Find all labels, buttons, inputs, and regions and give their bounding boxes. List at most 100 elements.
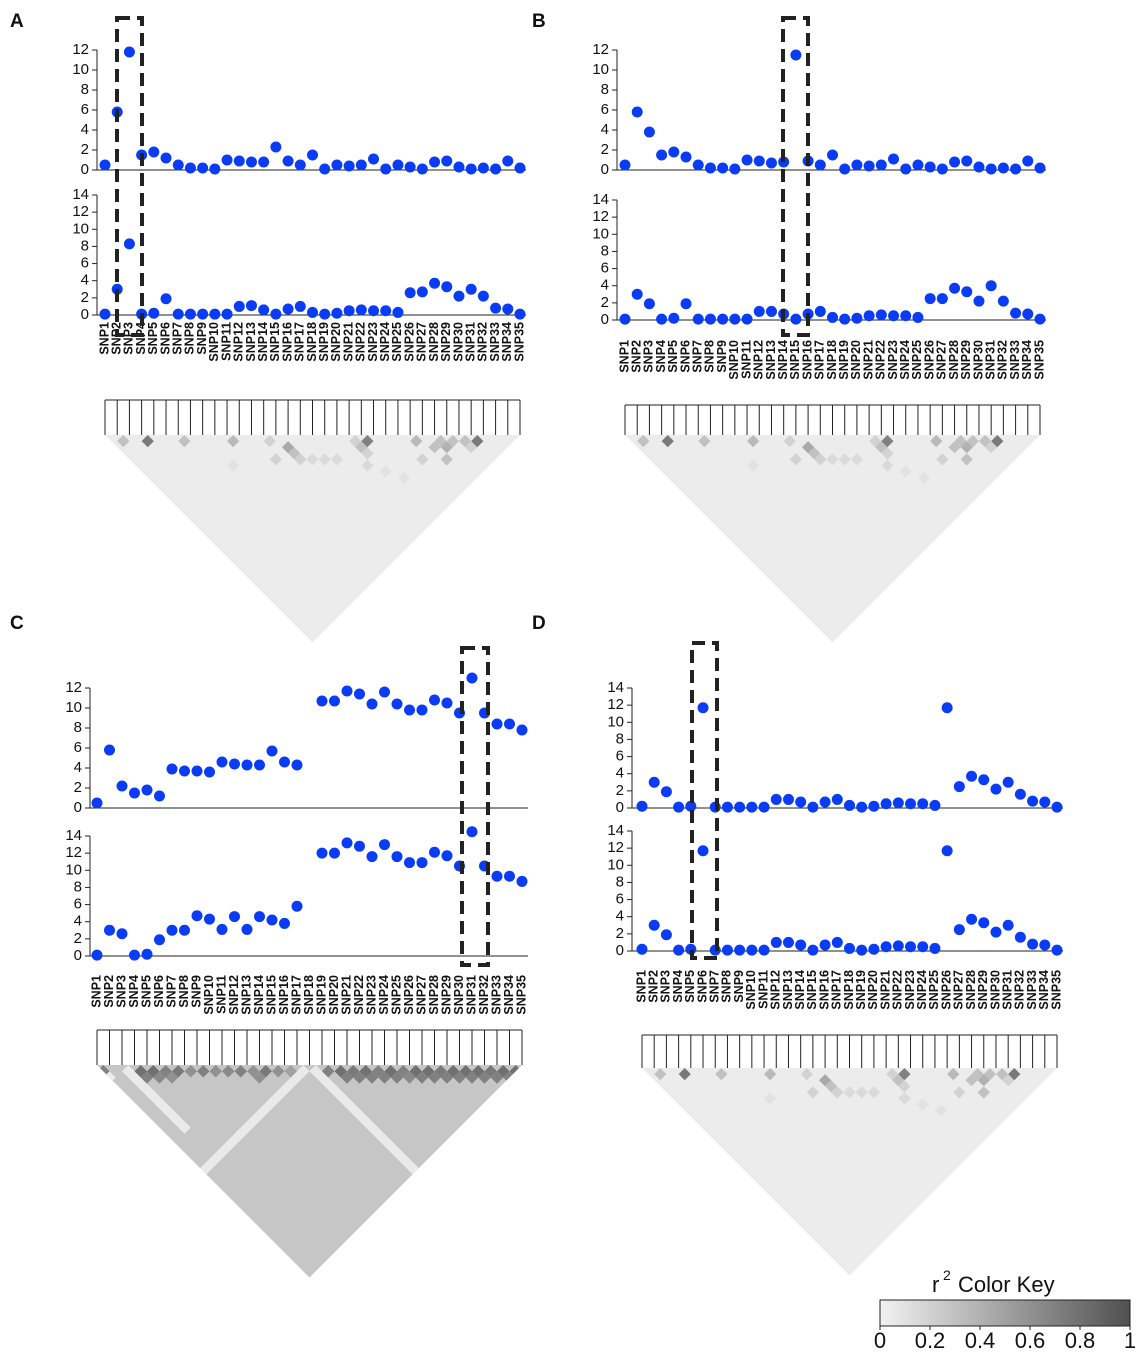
key-tick-label: 0.8 (1065, 1328, 1096, 1352)
y-tick-label: 0 (616, 799, 624, 816)
snp-label: SNP15 (788, 340, 802, 380)
snp-point (354, 840, 365, 852)
y-tick-label: 8 (74, 878, 82, 895)
ld-cell (410, 435, 423, 448)
ld-triangle (105, 435, 520, 643)
y-tick-label: 4 (74, 759, 82, 776)
key-title: r (932, 1272, 939, 1297)
ld-triangle (97, 1065, 522, 1278)
y-tick-label: 14 (592, 191, 609, 208)
snp-point (978, 917, 990, 929)
snp-point (673, 801, 685, 813)
snp-label: SNP5 (683, 970, 697, 1003)
ld-cell (197, 1065, 210, 1078)
snp-point (790, 49, 802, 61)
snp-point (465, 163, 477, 175)
snp-label: SNP7 (164, 975, 178, 1008)
snp-point (331, 307, 343, 319)
snp-point (184, 162, 196, 174)
snp-label: SNP28 (964, 970, 978, 1010)
snp-label: SNP9 (715, 340, 729, 373)
snp-label: SNP13 (239, 975, 253, 1015)
y-tick-label: 10 (72, 61, 89, 78)
ld-cell (428, 441, 441, 454)
snp-point (160, 152, 172, 164)
snp-point (123, 238, 135, 250)
snp-point (270, 308, 282, 320)
snp-point (753, 305, 765, 317)
snp-label: SNP23 (366, 322, 380, 362)
snp-point (307, 306, 318, 318)
snp-point (366, 698, 378, 710)
snp-point (905, 798, 917, 810)
snp-point (1051, 801, 1063, 813)
ld-cell (954, 435, 967, 448)
snp-label: SNP3 (114, 975, 128, 1008)
highlight-box (690, 641, 719, 960)
snp-label: SNP15 (805, 970, 819, 1010)
snp-point (851, 159, 863, 171)
snp-point (329, 695, 340, 707)
y-tick-label: 2 (616, 925, 624, 942)
snp-point (245, 300, 257, 312)
ld-cell (661, 435, 674, 448)
snp-point (721, 801, 733, 813)
snp-label: SNP20 (327, 975, 341, 1015)
y-tick-label: 10 (592, 61, 609, 78)
snp-point (148, 146, 160, 158)
ld-cell (783, 435, 796, 448)
ld-cell (916, 1098, 929, 1111)
snp-point (166, 924, 178, 936)
snp-point (379, 686, 390, 698)
snp-label: SNP7 (171, 322, 185, 355)
ld-cell (930, 435, 943, 448)
y-tick-label: 10 (72, 220, 89, 237)
ld-cell (977, 1074, 990, 1087)
snp-point (91, 797, 103, 809)
snp-point (465, 283, 477, 295)
snp-point (453, 290, 465, 302)
snp-point (368, 153, 380, 165)
snp-point (355, 159, 367, 171)
snp-label: SNP1 (97, 322, 111, 355)
snp-point (429, 156, 441, 168)
snp-point (441, 850, 453, 862)
snp-point (172, 159, 184, 171)
snp-point (619, 159, 631, 171)
ld-cell (141, 435, 154, 448)
snp-point (116, 928, 128, 940)
snp-label: SNP21 (339, 975, 353, 1015)
snp-label: SNP22 (874, 340, 888, 380)
y-tick-label: 6 (74, 896, 82, 913)
snp-point (466, 672, 478, 684)
snp-point (721, 944, 733, 956)
snp-point (279, 917, 290, 929)
snp-point (331, 159, 343, 171)
snp-label: SNP8 (177, 975, 191, 1008)
ld-cell (440, 441, 453, 454)
snp-point (368, 305, 380, 317)
ld-cell (953, 1086, 966, 1099)
y-tick-label: 12 (592, 208, 609, 225)
y-tick-label: 14 (607, 822, 624, 839)
snp-point (329, 847, 340, 859)
y-tick-label: 8 (81, 237, 89, 254)
snp-point (229, 911, 240, 923)
y-tick-label: 2 (601, 294, 609, 311)
snp-point (491, 870, 503, 882)
ld-cells (97, 1065, 522, 1178)
ld-cell (971, 1068, 984, 1081)
ld-cell (390, 1071, 404, 1084)
snp-point (391, 851, 403, 863)
ld-cell (458, 435, 472, 448)
snp-label: SNP11 (756, 970, 770, 1009)
snp-point (104, 744, 115, 756)
y-tick-label: 6 (601, 260, 609, 277)
snp-point (429, 846, 440, 858)
snp-point (355, 304, 367, 316)
ld-cell (227, 459, 240, 472)
y-tick-label: 6 (74, 739, 82, 756)
y-tick-label: 12 (592, 41, 609, 58)
ld-cell (253, 1071, 266, 1084)
